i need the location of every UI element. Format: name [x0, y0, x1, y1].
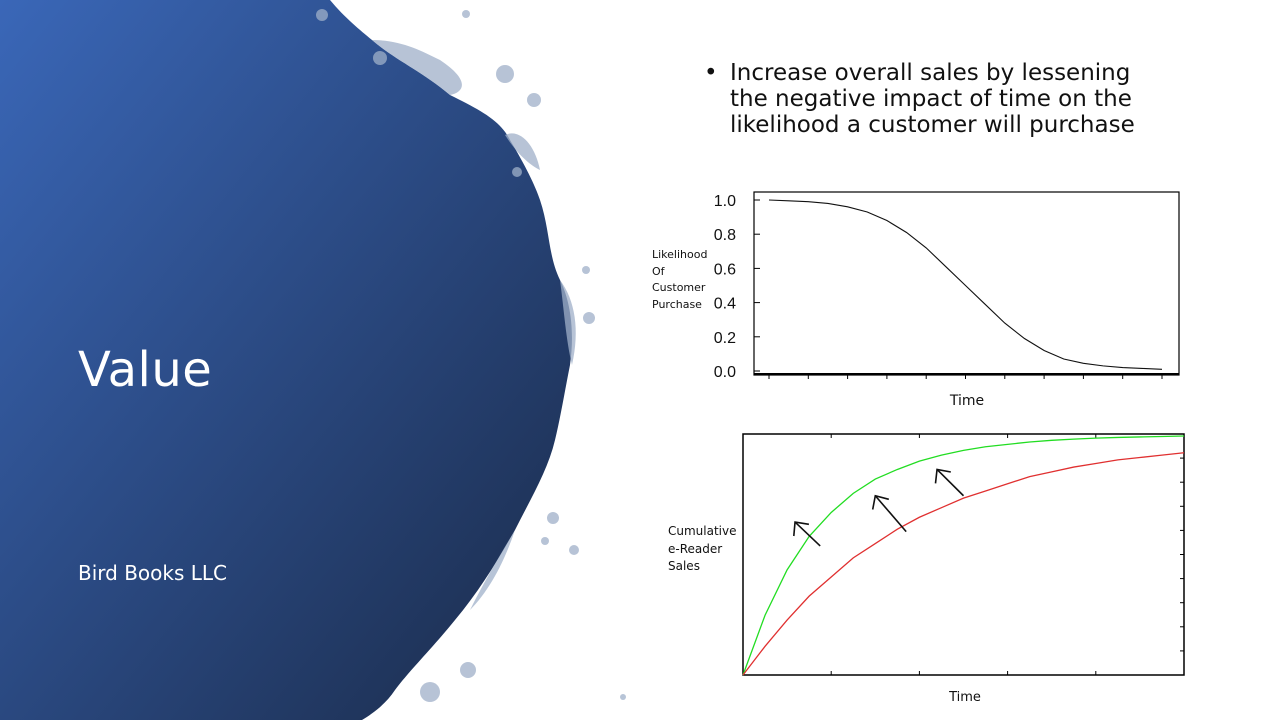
splash-speckles	[316, 9, 626, 702]
slide-title: Value	[78, 342, 213, 398]
chart1-ylabel: Likelihood Of Customer Purchase	[652, 247, 707, 313]
chart1-ylabel-line: Purchase	[652, 297, 702, 311]
blue-paint-blob	[0, 0, 572, 720]
bullet-symbol: •	[704, 60, 718, 86]
chart2-ylabel-line: e-Reader	[668, 541, 723, 556]
chart2-ylabel-line: Sales	[668, 559, 700, 573]
chart2-ylabel: Cumulative e-Reader Sales	[668, 523, 737, 576]
chart1-ylabel-line: Of	[652, 264, 665, 278]
bullet-list: • Increase overall sales by lessening th…	[704, 60, 1174, 138]
bullet-item: • Increase overall sales by lessening th…	[704, 60, 1174, 138]
chart1-ylabel-line: Likelihood	[652, 248, 708, 261]
bullet-text: Increase overall sales by lessening the …	[730, 60, 1135, 138]
chart2-ylabel-line: Cumulative	[668, 524, 737, 538]
slide-subtitle: Bird Books LLC	[78, 561, 228, 585]
chart1-ylabel-line: Customer	[652, 281, 706, 294]
